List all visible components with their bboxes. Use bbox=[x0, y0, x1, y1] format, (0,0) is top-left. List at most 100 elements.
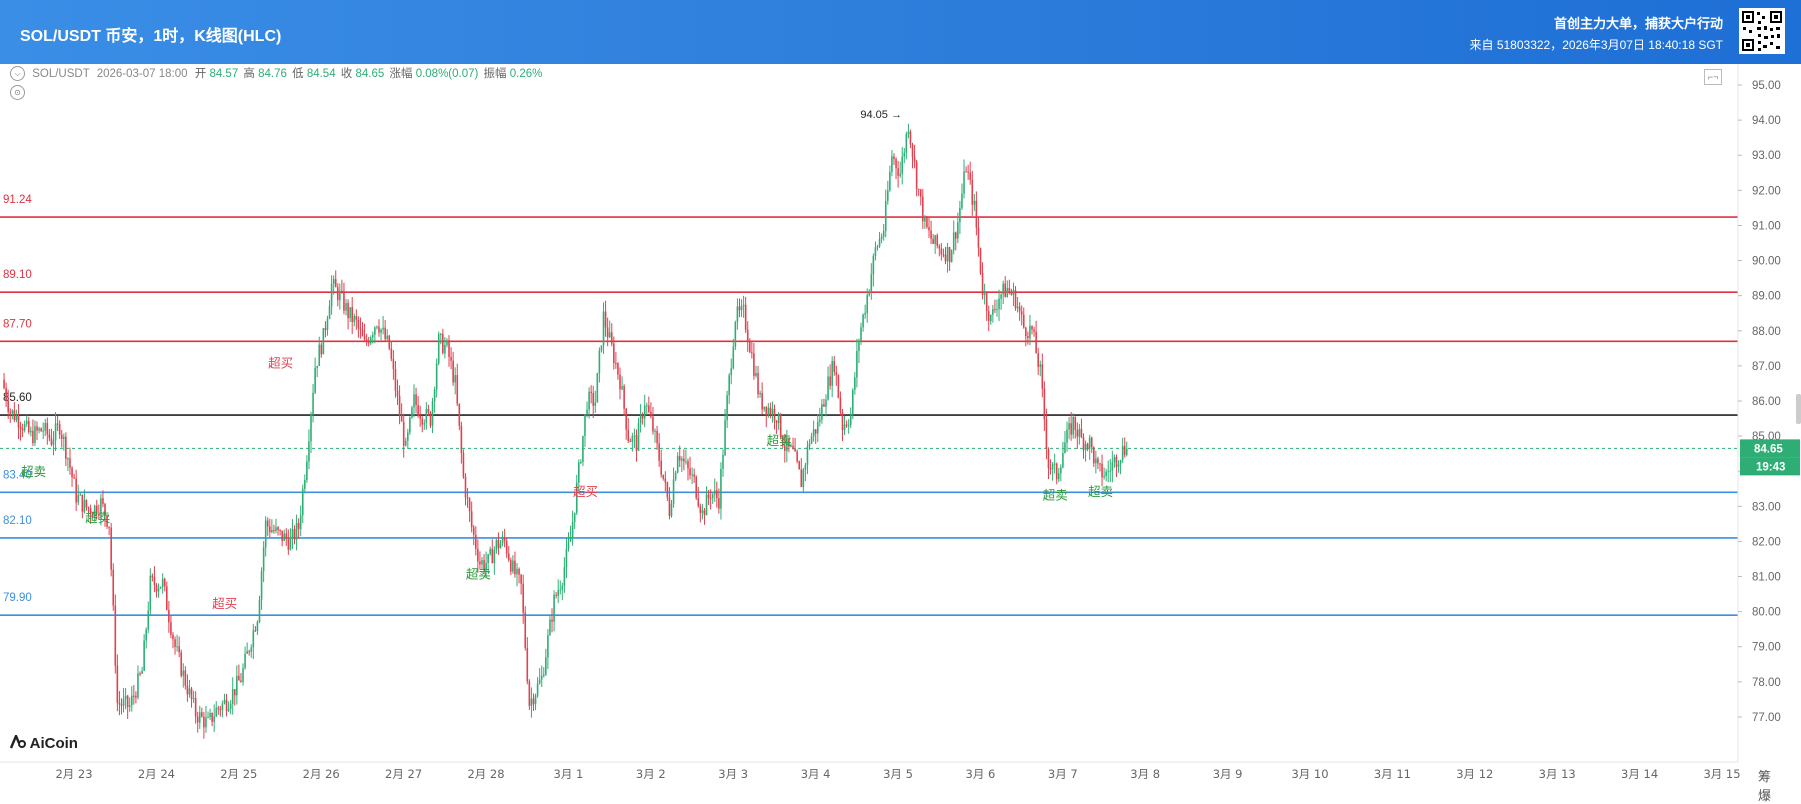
candle-body bbox=[13, 410, 16, 421]
candle-body bbox=[965, 171, 967, 173]
candle-body bbox=[825, 399, 827, 407]
candle-body bbox=[748, 341, 751, 353]
candle-body bbox=[322, 328, 325, 355]
candle-body bbox=[608, 332, 611, 338]
candle-body bbox=[940, 248, 943, 255]
countdown-label: 19:43 bbox=[1756, 461, 1785, 473]
candle-body bbox=[60, 434, 63, 439]
y-tick-label: 83.00 bbox=[1752, 501, 1781, 513]
scroll-handle[interactable] bbox=[1796, 394, 1801, 424]
candle-body bbox=[36, 426, 38, 431]
candle-body bbox=[116, 665, 119, 703]
candle-body bbox=[996, 309, 998, 311]
candle-body bbox=[691, 474, 693, 476]
ohlc-open: 84.57 bbox=[209, 68, 239, 80]
price-chart[interactable]: 91.24 89.10 87.70 85.60 83.40 82.10 79.90 94.0… bbox=[0, 64, 1801, 788]
countdown-tag bbox=[1740, 457, 1800, 476]
candle-body bbox=[567, 541, 570, 549]
candle-body bbox=[1002, 283, 1004, 295]
ohlc-symbol: SOL/USDT bbox=[32, 68, 90, 80]
candle-body bbox=[1016, 306, 1019, 309]
candle-body bbox=[742, 304, 745, 306]
candle-body bbox=[650, 411, 652, 417]
y-tick-label: 91.00 bbox=[1752, 220, 1781, 232]
candle-body bbox=[1000, 294, 1002, 299]
candle-body bbox=[384, 327, 386, 339]
x-tick-label: 2月 25 bbox=[220, 767, 257, 781]
candle-body bbox=[1045, 419, 1048, 449]
candle-body bbox=[985, 293, 988, 312]
signal-buy: 超买 bbox=[573, 484, 598, 499]
candle-body bbox=[664, 478, 667, 483]
candle-body bbox=[963, 171, 965, 194]
candle-body bbox=[398, 396, 401, 416]
bottom-tool-icons[interactable]: 筹 爆 bbox=[1758, 769, 1782, 803]
candle-body bbox=[670, 504, 673, 516]
candle-body bbox=[157, 588, 160, 592]
x-tick-label: 3月 13 bbox=[1539, 767, 1576, 781]
candle-body bbox=[549, 619, 551, 636]
candle-body bbox=[1125, 448, 1128, 455]
candle-body bbox=[998, 298, 1000, 310]
candle-body bbox=[854, 377, 856, 390]
candle-body bbox=[1074, 416, 1077, 431]
collapse-chevron-icon[interactable]: ⌵ bbox=[10, 66, 25, 82]
indicator-toggle-icon[interactable]: ⊙ bbox=[10, 85, 25, 100]
y-tick-label: 90.00 bbox=[1752, 256, 1781, 268]
candle-body bbox=[582, 435, 584, 462]
candle-body bbox=[9, 411, 12, 414]
candle-body bbox=[166, 586, 168, 610]
candle-body bbox=[903, 152, 906, 157]
candle-body bbox=[174, 639, 176, 647]
candle-body bbox=[404, 440, 407, 446]
candle-body bbox=[355, 316, 358, 320]
candle-body bbox=[120, 704, 123, 706]
candle-body bbox=[654, 430, 656, 432]
candle-body bbox=[662, 474, 665, 479]
candle-body bbox=[794, 448, 796, 452]
candle-body bbox=[685, 461, 687, 463]
candle-body bbox=[983, 293, 986, 295]
candle-body bbox=[895, 159, 897, 169]
candle-body bbox=[967, 171, 969, 173]
candle-body bbox=[759, 392, 761, 395]
candle-body bbox=[246, 651, 248, 654]
candle-body bbox=[868, 291, 871, 296]
candle-body bbox=[27, 420, 30, 433]
candle-body bbox=[946, 247, 949, 262]
candle-body bbox=[417, 405, 419, 416]
candle-body bbox=[503, 537, 506, 541]
candle-body bbox=[1086, 443, 1089, 449]
candle-body bbox=[83, 499, 86, 512]
candle-body bbox=[40, 428, 42, 432]
candle-body bbox=[977, 227, 980, 248]
candle-body bbox=[713, 490, 716, 495]
candle-body bbox=[936, 235, 939, 246]
candle-body bbox=[106, 516, 108, 527]
candle-body bbox=[711, 494, 714, 499]
x-tick-label: 2月 26 bbox=[303, 767, 340, 781]
candle-body bbox=[1115, 456, 1118, 467]
candle-body bbox=[114, 605, 117, 666]
candle-body bbox=[374, 327, 376, 335]
candle-body bbox=[71, 467, 73, 478]
candle-body bbox=[353, 316, 356, 323]
y-tick-label: 88.00 bbox=[1752, 326, 1781, 338]
candle-body bbox=[652, 416, 654, 432]
candle-body bbox=[122, 699, 125, 706]
candle-body bbox=[1033, 329, 1035, 332]
candle-body bbox=[252, 630, 255, 648]
expand-icon[interactable]: ⌐¬ bbox=[1704, 69, 1722, 85]
candle-body bbox=[273, 529, 275, 531]
candle-body bbox=[481, 560, 483, 565]
candle-body bbox=[744, 304, 747, 330]
x-tick-label: 3月 1 bbox=[554, 767, 584, 781]
candle-body bbox=[15, 415, 18, 421]
candle-body bbox=[678, 456, 681, 461]
candle-body bbox=[588, 391, 590, 410]
candle-body bbox=[464, 476, 467, 498]
candle-body bbox=[452, 360, 454, 383]
candle-body bbox=[1031, 325, 1033, 330]
candle-body bbox=[1113, 456, 1116, 463]
x-tick-label: 3月 10 bbox=[1291, 767, 1328, 781]
